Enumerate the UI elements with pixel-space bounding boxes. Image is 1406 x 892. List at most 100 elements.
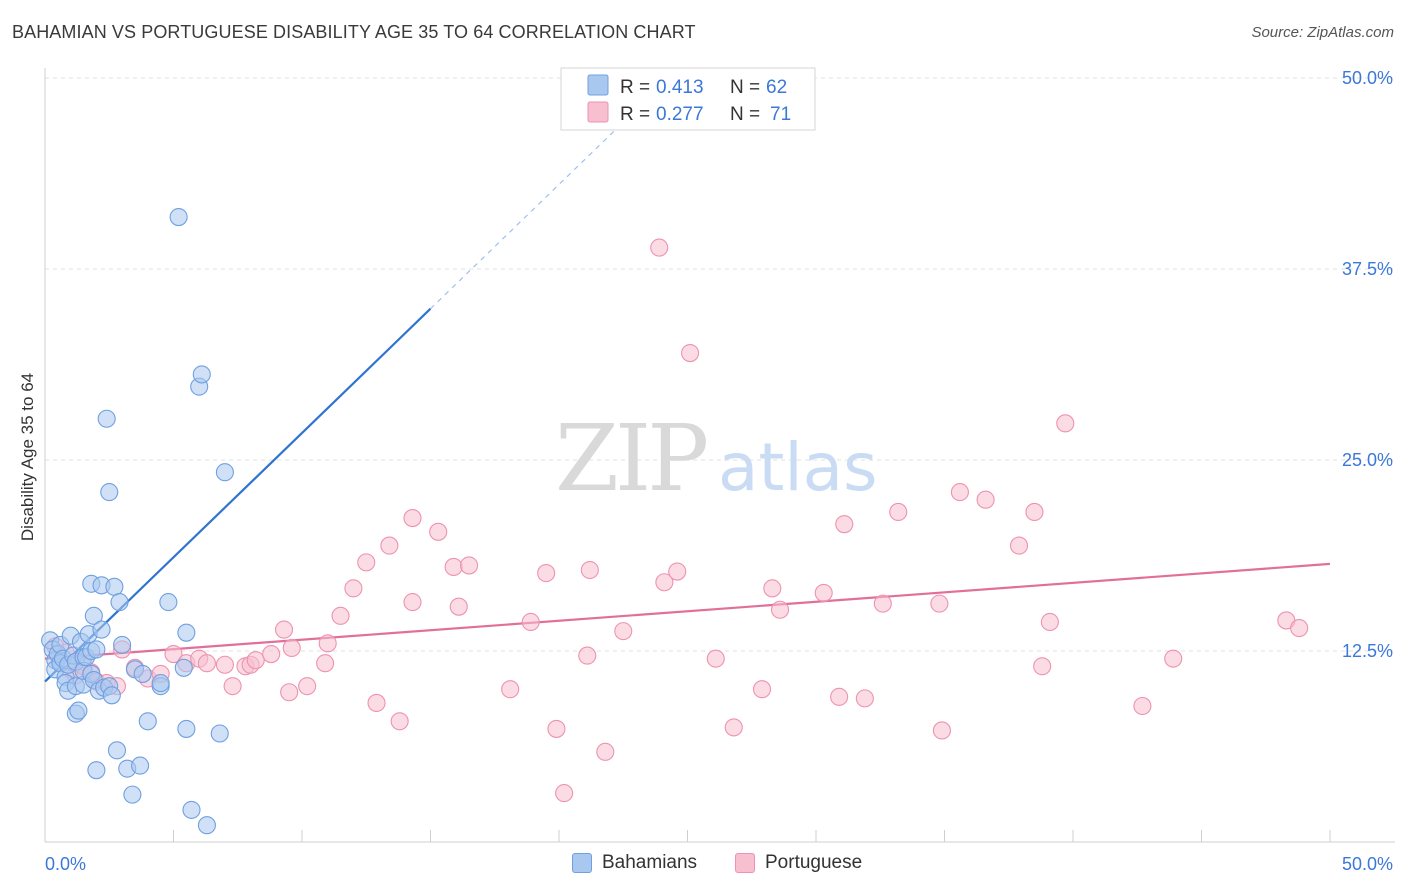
point-bahamian (174, 658, 193, 677)
point-bahamian (131, 756, 150, 775)
legend-n-value-portuguese: 71 (770, 104, 791, 125)
point-portuguese (274, 620, 294, 639)
point-bahamian (105, 577, 124, 596)
point-bahamian (69, 701, 88, 720)
trend-line-bahamians (44, 307, 432, 683)
watermark-atlas: atlas (718, 429, 878, 506)
point-portuguese (770, 600, 790, 619)
point-portuguese (681, 343, 700, 363)
point-portuguese (706, 649, 725, 668)
point-portuguese (380, 536, 399, 555)
point-portuguese (444, 557, 463, 577)
point-portuguese (215, 655, 234, 674)
gridlines (45, 77, 1395, 652)
point-bahamian (87, 640, 106, 659)
point-portuguese (246, 651, 265, 670)
point-portuguese (1164, 649, 1183, 668)
point-bahamian (113, 635, 132, 654)
trend-line-bahamians-extension (430, 121, 624, 310)
trend-line-portuguese (44, 562, 1331, 660)
point-portuguese (1133, 696, 1152, 716)
point-portuguese (367, 693, 386, 713)
point-portuguese (580, 560, 599, 580)
y-tick-label: 25.0% (1342, 450, 1393, 470)
point-bahamian (107, 741, 127, 760)
legend-top: R = 0.413 N = 62 R = 0.277 N = 71 (560, 67, 816, 131)
watermark-zip: ZIP (555, 405, 706, 512)
legend-r-value-portuguese: 0.277 (656, 104, 704, 125)
point-portuguese (344, 579, 363, 598)
point-portuguese (298, 677, 317, 696)
point-bahamian (92, 620, 111, 639)
point-bahamian (192, 365, 211, 384)
point-portuguese (814, 583, 833, 602)
point-bahamian (84, 606, 103, 625)
legend-r-label-portuguese: R = (620, 104, 650, 125)
point-portuguese (724, 718, 743, 737)
tick-labels: 12.5% 25.0% 37.5% 50.0% 0.0% 50.0% (45, 68, 1393, 874)
legend-r-value-bahamians: 0.413 (656, 77, 704, 98)
point-portuguese (889, 502, 908, 522)
point-portuguese (449, 597, 468, 616)
point-bahamian (151, 674, 170, 693)
point-portuguese (547, 719, 566, 738)
point-portuguese (501, 680, 520, 699)
axes (44, 68, 1395, 843)
legend-item-bahamians[interactable]: Bahamians (572, 852, 697, 874)
legend-swatch-bahamians (587, 74, 609, 96)
point-portuguese (596, 742, 615, 761)
point-portuguese (976, 490, 995, 509)
legend-r-label-bahamians: R = (620, 77, 650, 98)
point-bahamian (123, 785, 142, 804)
legend-swatch-portuguese (587, 101, 609, 123)
point-portuguese (932, 721, 951, 740)
point-portuguese (930, 594, 949, 613)
point-portuguese (280, 683, 299, 702)
x-tick-label: 50.0% (1342, 854, 1393, 874)
legend-n-label-portuguese: N = (730, 104, 760, 125)
point-portuguese (835, 515, 854, 534)
legend-swatch-portuguese-bottom (735, 853, 755, 873)
point-bahamian (102, 686, 121, 705)
data-points (41, 207, 1309, 835)
point-portuguese (555, 784, 574, 803)
point-portuguese (521, 612, 540, 632)
chart-title: BAHAMIAN VS PORTUGUESE DISABILITY AGE 35… (12, 22, 696, 42)
point-portuguese (197, 654, 216, 673)
point-portuguese (537, 564, 556, 583)
y-tick-label: 50.0% (1342, 68, 1393, 88)
legend-swatch-bahamians-bottom (572, 853, 592, 873)
y-axis-label: Disability Age 35 to 64 (18, 373, 37, 541)
point-bahamian (110, 593, 129, 612)
point-bahamian (197, 816, 216, 835)
point-bahamian (87, 761, 106, 780)
point-portuguese (282, 638, 301, 657)
point-portuguese (403, 593, 422, 612)
point-portuguese (318, 634, 337, 653)
point-bahamian (97, 409, 116, 428)
point-portuguese (763, 579, 782, 598)
point-bahamian (177, 623, 196, 642)
point-portuguese (459, 556, 479, 575)
point-portuguese (830, 687, 849, 706)
point-bahamian (169, 207, 188, 227)
legend-n-label-bahamians: N = (730, 77, 760, 98)
x-tick-label: 0.0% (45, 854, 86, 874)
point-bahamian (159, 593, 178, 612)
point-portuguese (1025, 502, 1044, 522)
point-portuguese (429, 522, 448, 541)
point-portuguese (331, 606, 350, 625)
trend-lines (44, 121, 1331, 683)
legend-item-portuguese[interactable]: Portuguese (735, 852, 862, 874)
point-portuguese (403, 509, 422, 528)
point-bahamian (138, 712, 157, 731)
point-portuguese (752, 680, 772, 699)
point-portuguese (390, 712, 409, 731)
point-portuguese (1009, 536, 1029, 555)
point-portuguese (578, 646, 597, 665)
point-portuguese (655, 573, 674, 592)
legend-label-bahamians: Bahamians (602, 852, 698, 873)
point-portuguese (164, 645, 183, 664)
point-portuguese (223, 677, 242, 696)
